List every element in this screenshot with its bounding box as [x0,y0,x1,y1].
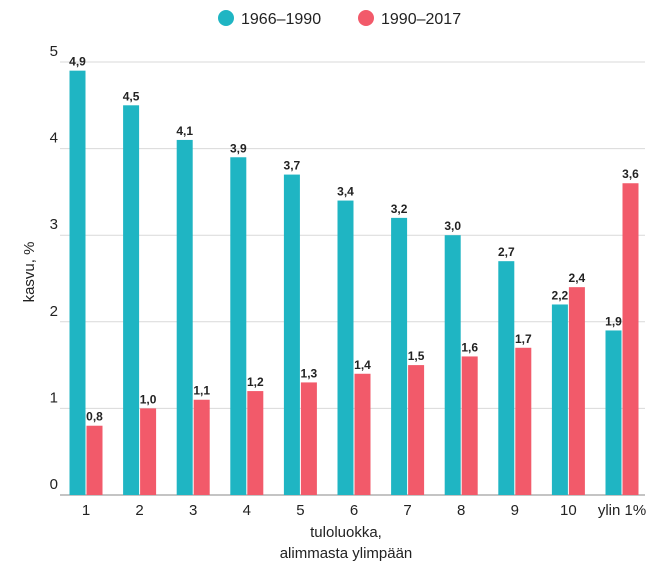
data-label-s2-9: 1,7 [515,332,532,346]
y-tick-label-2: 2 [50,303,58,320]
y-tick-label-5: 5 [50,43,58,60]
bar-s2-7 [408,365,425,495]
x-tick-label-5: 5 [296,502,304,519]
legend-label-2: 1990–2017 [381,11,461,28]
x-tick-label-3: 3 [189,502,197,519]
x-axis-label-line-2: alimmasta ylimpään [280,545,413,562]
data-label-s2-4: 1,2 [247,375,264,389]
y-tick-label-3: 3 [50,216,58,233]
data-label-s1-5: 3,7 [284,159,301,173]
x-tick-label-6: 6 [350,502,358,519]
data-label-s1-4: 3,9 [230,141,247,155]
bar-s2-1 [86,425,103,495]
data-label-s1-9: 2,7 [498,245,515,259]
bar-s2-9 [515,347,532,495]
bar-s2-10 [568,287,585,495]
bar-s1-1 [69,70,86,495]
bar-s1-4 [230,157,247,495]
data-label-s2-5: 1,3 [301,366,318,380]
legend-marker-2 [358,10,374,26]
x-tick-label-2: 2 [135,502,143,519]
data-label-s1-1: 4,9 [69,55,86,69]
data-label-s1-2: 4,5 [123,89,140,103]
bar-s2-3 [193,399,210,495]
bar-s2-8 [461,356,478,495]
x-tick-label-8: 8 [457,502,465,519]
bar-s2-4 [247,391,264,495]
data-label-s1-10: 2,2 [552,288,569,302]
y-axis-label: kasvu, % [21,242,38,303]
bar-s1-7 [391,217,408,495]
x-axis-ticks: 1 2 3 4 5 6 7 8 9 10 ylin 1% [82,502,646,519]
data-label-s1-3: 4,1 [176,124,193,138]
x-tick-label-11: ylin 1% [598,502,646,519]
data-label-s2-1: 0,8 [86,410,103,424]
x-tick-label-7: 7 [403,502,411,519]
x-tick-label-1: 1 [82,502,90,519]
bar-s1-6 [337,200,354,495]
x-tick-label-4: 4 [243,502,251,519]
data-label-s2-3: 1,1 [193,384,210,398]
bar-s1-2 [123,105,140,496]
bar-s1-5 [283,174,300,495]
bar-s1-9 [498,261,515,495]
bar-s1-3 [176,139,193,495]
data-label-s2-7: 1,5 [408,349,425,363]
x-axis-label-line-1: tuloluokka, [310,524,382,541]
bar-s2-6 [354,373,371,495]
data-label-s1-8: 3,0 [444,219,461,233]
bar-s1-11 [605,330,622,495]
data-label-s2-10: 2,4 [569,271,586,285]
bars [69,70,639,496]
y-axis-ticks: 0 1 2 3 4 5 [50,43,58,493]
y-tick-label-4: 4 [50,130,58,147]
data-label-s1-6: 3,4 [337,185,354,199]
data-label-s1-7: 3,2 [391,202,408,216]
data-labels: 4,9 0,8 4,5 1,0 4,1 1,1 3,9 1,2 3,7 1,3 3,4 1,4 3,2 1… [69,55,639,424]
x-tick-label-9: 9 [511,502,519,519]
legend-label-1: 1966–1990 [241,11,321,28]
bar-s1-8 [444,235,461,495]
data-label-s2-6: 1,4 [354,358,371,372]
bar-s2-2 [140,408,157,495]
y-tick-label-0: 0 [50,476,58,493]
data-label-s2-8: 1,6 [461,340,478,354]
legend-marker-1 [218,10,234,26]
bar-s2-11 [622,183,639,496]
data-label-s2-2: 1,0 [140,392,157,406]
y-tick-label-1: 1 [50,389,58,406]
bar-s2-5 [300,382,317,495]
x-tick-label-10: 10 [560,502,577,519]
data-label-s2-11: 3,6 [622,167,639,181]
legend: 1966–1990 1990–2017 [218,10,461,28]
data-label-s1-11: 1,9 [605,314,622,328]
bar-s1-10 [551,304,568,495]
